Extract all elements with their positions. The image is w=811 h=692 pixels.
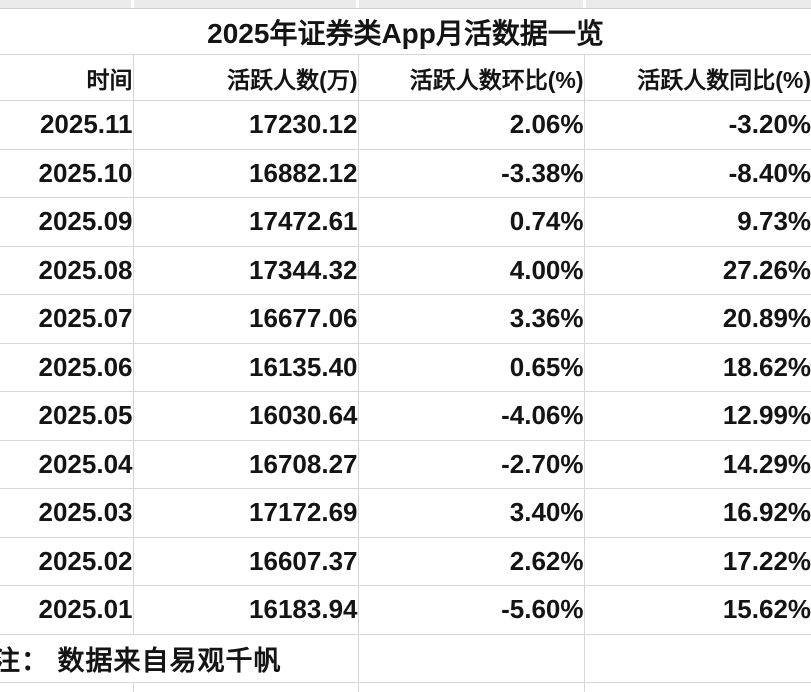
cell-yoy-change: 15.62% bbox=[583, 585, 811, 635]
empty-cell bbox=[583, 681, 811, 692]
table-note-row: 注： 数据来自易观千帆 bbox=[0, 633, 811, 683]
cell-yoy-change: 9.73% bbox=[583, 197, 811, 247]
empty-cell bbox=[357, 633, 585, 683]
cell-mom-change: 4.00% bbox=[357, 245, 585, 295]
table-row: 2025.05 16030.64 -4.06% 12.99% bbox=[0, 391, 811, 441]
cell-yoy-change: 17.22% bbox=[583, 536, 811, 586]
table-title-row: 2025年证券类App月活数据一览 bbox=[0, 8, 811, 55]
column-header-time: 时间 bbox=[0, 54, 134, 101]
cell-yoy-change: 12.99% bbox=[583, 391, 811, 441]
gridline-divider bbox=[583, 0, 586, 8]
cell-period: 2025.01 bbox=[0, 585, 134, 635]
table-row: 2025.01 16183.94 -5.60% 15.62% bbox=[0, 585, 811, 635]
partial-row-below bbox=[0, 681, 811, 692]
cell-active-users: 16030.64 bbox=[132, 391, 359, 441]
cell-mom-change: 0.74% bbox=[357, 197, 585, 247]
cell-active-users: 16677.06 bbox=[132, 294, 359, 344]
cell-mom-change: 2.62% bbox=[357, 536, 585, 586]
empty-cell bbox=[583, 633, 811, 683]
table-header-row: 时间 活跃人数(万) 活跃人数环比(%) 活跃人数同比(%) bbox=[0, 54, 811, 101]
table-row: 2025.11 17230.12 2.06% -3.20% bbox=[0, 100, 811, 150]
cell-active-users: 17344.32 bbox=[132, 245, 359, 295]
column-header-mom-change: 活跃人数环比(%) bbox=[357, 54, 585, 101]
partial-row-above bbox=[0, 0, 811, 9]
cell-period: 2025.05 bbox=[0, 391, 134, 441]
cell-mom-change: -3.38% bbox=[357, 148, 585, 198]
cell-active-users: 16607.37 bbox=[132, 536, 359, 586]
cell-active-users: 17230.12 bbox=[132, 100, 359, 150]
empty-cell bbox=[357, 681, 585, 692]
cell-mom-change: 2.06% bbox=[357, 100, 585, 150]
gridline-divider bbox=[356, 0, 359, 8]
cell-mom-change: 0.65% bbox=[357, 342, 585, 392]
table-row: 2025.07 16677.06 3.36% 20.89% bbox=[0, 294, 811, 344]
cell-yoy-change: 20.89% bbox=[583, 294, 811, 344]
table-row: 2025.03 17172.69 3.40% 16.92% bbox=[0, 488, 811, 538]
cell-period: 2025.02 bbox=[0, 536, 134, 586]
cell-mom-change: 3.40% bbox=[357, 488, 585, 538]
cell-yoy-change: 14.29% bbox=[583, 439, 811, 489]
cell-period: 2025.08 bbox=[0, 245, 134, 295]
table-row: 2025.10 16882.12 -3.38% -8.40% bbox=[0, 148, 811, 198]
cell-period: 2025.11 bbox=[0, 100, 134, 150]
column-header-yoy-change: 活跃人数同比(%) bbox=[583, 54, 811, 101]
cell-mom-change: -2.70% bbox=[357, 439, 585, 489]
cell-active-users: 16135.40 bbox=[132, 342, 359, 392]
cell-active-users: 16882.12 bbox=[132, 148, 359, 198]
cell-mom-change: -4.06% bbox=[357, 391, 585, 441]
cell-period: 2025.06 bbox=[0, 342, 134, 392]
empty-cell bbox=[132, 681, 359, 692]
cell-period: 2025.10 bbox=[0, 148, 134, 198]
cell-period: 2025.04 bbox=[0, 439, 134, 489]
monthly-active-users-table: 2025年证券类App月活数据一览 时间 活跃人数(万) 活跃人数环比(%) 活… bbox=[0, 8, 811, 692]
cell-period: 2025.09 bbox=[0, 197, 134, 247]
table-row: 2025.09 17472.61 0.74% 9.73% bbox=[0, 197, 811, 247]
cell-active-users: 17172.69 bbox=[132, 488, 359, 538]
cell-yoy-change: 27.26% bbox=[583, 245, 811, 295]
gridline-divider bbox=[131, 0, 134, 8]
cell-yoy-change: -8.40% bbox=[583, 148, 811, 198]
data-source-note: 注： 数据来自易观千帆 bbox=[0, 633, 359, 683]
cell-yoy-change: 18.62% bbox=[583, 342, 811, 392]
column-header-active-users: 活跃人数(万) bbox=[132, 54, 359, 101]
cell-mom-change: 3.36% bbox=[357, 294, 585, 344]
table-row: 2025.02 16607.37 2.62% 17.22% bbox=[0, 536, 811, 586]
cell-period: 2025.03 bbox=[0, 488, 134, 538]
cell-active-users: 17472.61 bbox=[132, 197, 359, 247]
cell-active-users: 16708.27 bbox=[132, 439, 359, 489]
cell-period: 2025.07 bbox=[0, 294, 134, 344]
table-row: 2025.06 16135.40 0.65% 18.62% bbox=[0, 342, 811, 392]
cell-yoy-change: -3.20% bbox=[583, 100, 811, 150]
empty-cell bbox=[0, 681, 134, 692]
cell-active-users: 16183.94 bbox=[132, 585, 359, 635]
cell-mom-change: -5.60% bbox=[357, 585, 585, 635]
table-row: 2025.04 16708.27 -2.70% 14.29% bbox=[0, 439, 811, 489]
table-row: 2025.08 17344.32 4.00% 27.26% bbox=[0, 245, 811, 295]
cell-yoy-change: 16.92% bbox=[583, 488, 811, 538]
table-title: 2025年证券类App月活数据一览 bbox=[0, 8, 811, 55]
